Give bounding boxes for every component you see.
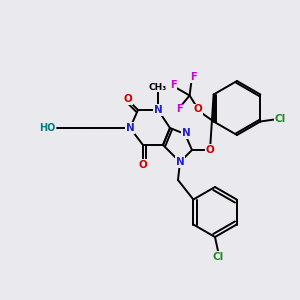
Text: F: F <box>190 73 197 82</box>
Text: Cl: Cl <box>275 115 286 124</box>
Text: N: N <box>176 157 184 167</box>
Text: O: O <box>206 145 214 155</box>
Text: F: F <box>170 80 177 91</box>
Text: HO: HO <box>39 123 55 133</box>
Text: N: N <box>126 123 134 133</box>
Text: O: O <box>139 160 147 170</box>
Text: Cl: Cl <box>212 252 224 262</box>
Text: O: O <box>193 104 202 115</box>
Text: O: O <box>124 94 132 104</box>
Text: N: N <box>154 105 162 115</box>
Text: CH₃: CH₃ <box>149 82 167 91</box>
Text: F: F <box>176 104 183 115</box>
Text: N: N <box>182 128 190 138</box>
